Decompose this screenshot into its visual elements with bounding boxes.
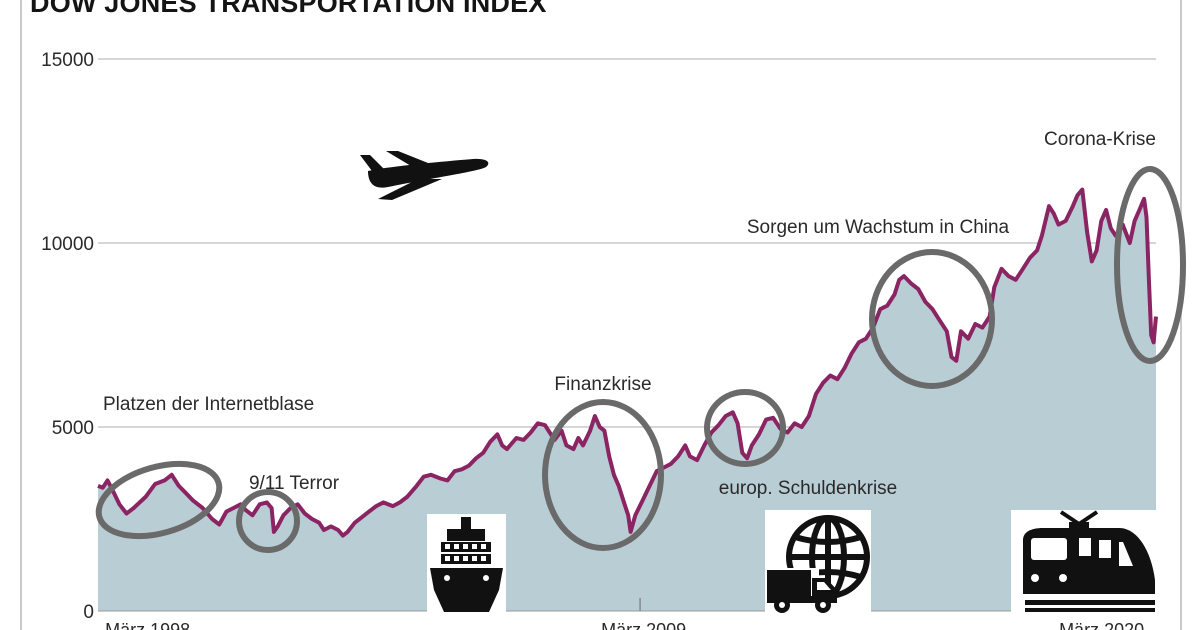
- annotation-label: Corona-Krise: [1044, 129, 1156, 150]
- annotation-circle: [869, 249, 995, 389]
- annotation-label: Sorgen um Wachstum in China: [747, 217, 1010, 238]
- train-icon: [1011, 510, 1157, 614]
- annotation-label: Finanzkrise: [554, 374, 651, 395]
- chart-title: DOW JONES TRANSPORTATION INDEX: [30, 0, 547, 18]
- y-tick-labels: 0 5000 10000 15000: [41, 50, 94, 623]
- y-tick-label: 10000: [41, 234, 94, 255]
- series-area: [98, 189, 1156, 611]
- x-tick-labels: März 1998 März 2009 März 2020: [105, 598, 1144, 630]
- x-tick-label: März 2020: [1059, 620, 1144, 630]
- annotation-circle: [542, 399, 664, 551]
- annotation-circle: [236, 489, 300, 553]
- ship-icon: [427, 514, 506, 615]
- annotations: Platzen der Internetblase 9/11 Terror Fina…: [95, 129, 1186, 553]
- annotation-label: 9/11 Terror: [249, 473, 340, 494]
- y-tick-label: 5000: [52, 418, 94, 439]
- x-tick-label: März 2009: [601, 620, 686, 630]
- annotation-circle: [95, 460, 223, 540]
- y-tick-label: 15000: [41, 50, 94, 71]
- x-tick-label: März 1998: [105, 620, 190, 630]
- frame-border-left: [20, 0, 22, 630]
- airplane-icon: [360, 151, 489, 200]
- annotation-label: europ. Schuldenkrise: [719, 478, 898, 499]
- y-tick-label: 0: [83, 602, 94, 623]
- annotation-circle: [704, 389, 786, 467]
- series-line: [97, 187, 1158, 538]
- annotation-circle: [1114, 166, 1186, 364]
- truck-globe-icon: [765, 510, 871, 615]
- annotation-label: Platzen der Internetblase: [103, 394, 314, 415]
